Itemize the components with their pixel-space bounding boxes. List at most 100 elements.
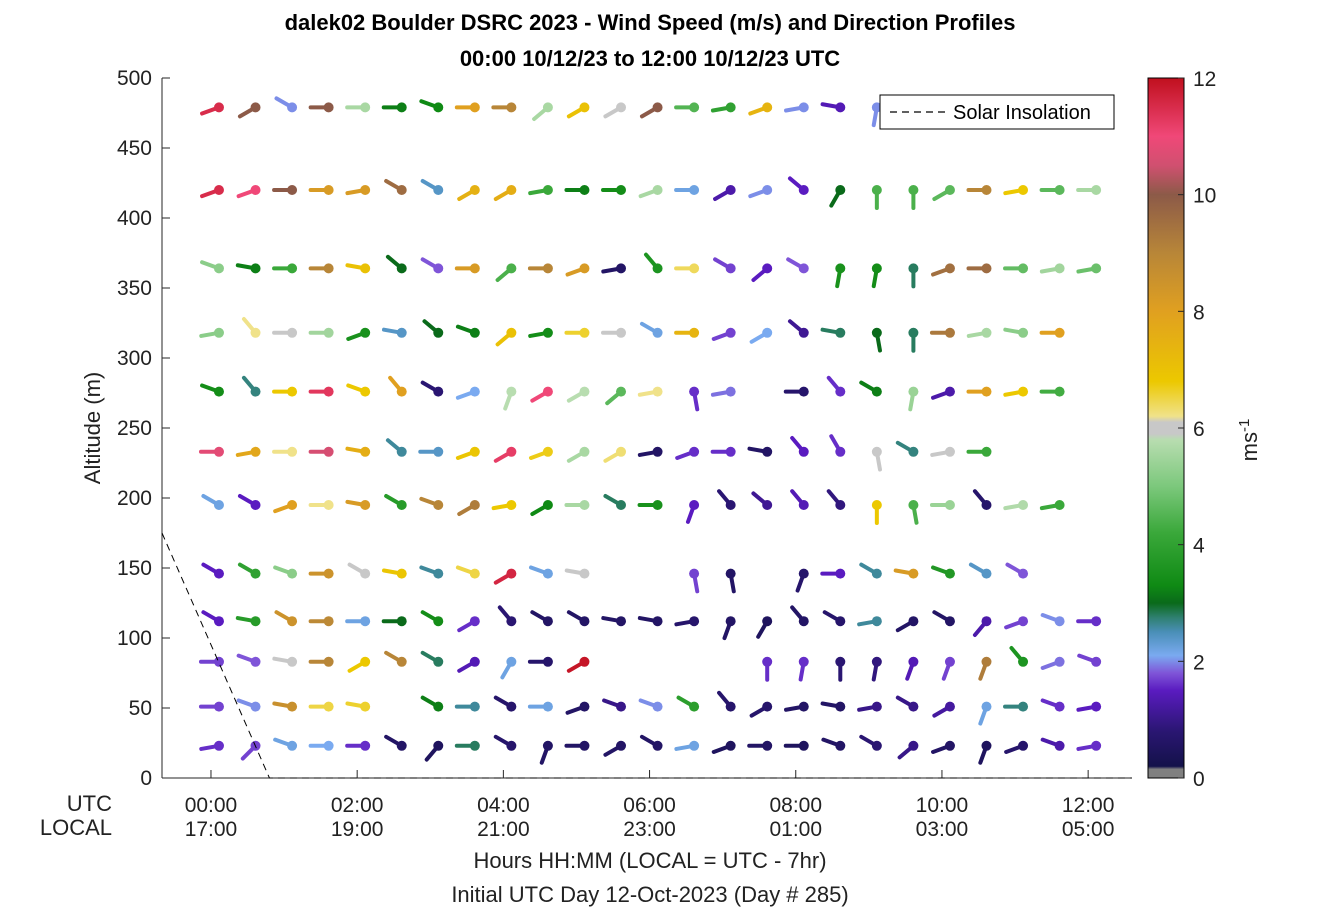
wind-barb — [1003, 386, 1029, 397]
wind-barb-dot — [1054, 740, 1065, 751]
wind-barb-dot — [798, 616, 809, 627]
wind-barb — [346, 327, 371, 341]
wind-barb-dot — [652, 701, 663, 712]
wind-barb — [895, 440, 919, 457]
wind-barb — [236, 653, 261, 667]
wind-barb — [345, 740, 371, 751]
wind-barb — [201, 494, 224, 510]
wind-barb-dot — [433, 740, 444, 751]
wind-barb-dot — [396, 500, 407, 510]
wind-barb-dot — [542, 185, 553, 195]
wind-barb-dot — [689, 616, 700, 627]
y-tick-label: 500 — [117, 67, 152, 90]
wind-barb — [272, 327, 298, 338]
wind-barb — [762, 656, 773, 682]
wind-barb — [929, 500, 955, 510]
wind-barb-dot — [506, 701, 517, 712]
wind-barb-dot — [323, 386, 334, 397]
wind-barb-dot — [579, 185, 590, 195]
wind-barb — [236, 185, 261, 199]
wind-barb-dot — [213, 185, 224, 195]
wind-barb — [454, 263, 480, 274]
wind-barb — [978, 656, 992, 681]
wind-barb — [235, 446, 261, 457]
wind-barb-dot — [835, 185, 846, 195]
wind-barb-dot — [542, 102, 553, 113]
wind-barb — [932, 610, 955, 627]
wind-barb — [643, 252, 663, 274]
wind-barb — [1076, 740, 1102, 751]
wind-barb — [929, 327, 955, 338]
wind-barb — [638, 698, 663, 712]
wind-barb-dot — [287, 616, 298, 627]
wind-barb — [527, 701, 553, 712]
wind-barb — [966, 185, 992, 195]
wind-barb-dot — [1054, 616, 1065, 627]
wind-barb — [345, 499, 371, 510]
wind-barb — [978, 701, 992, 726]
wind-barb-dot — [981, 740, 992, 751]
wind-barb — [747, 446, 773, 457]
wind-barb — [637, 446, 663, 457]
wind-barb-dot — [287, 568, 298, 579]
wind-barb-dot — [798, 500, 809, 510]
wind-barb-dot — [1018, 568, 1029, 579]
wind-barb — [308, 568, 334, 579]
wind-barb-dot — [433, 701, 444, 712]
wind-barb — [966, 446, 992, 457]
wind-barb-dot — [542, 616, 553, 627]
wind-barb-dot — [762, 500, 773, 510]
wind-barb — [966, 386, 992, 397]
colorbar-tick-label: 6 — [1193, 418, 1205, 441]
wind-barb-dot — [542, 740, 553, 751]
wind-barb — [345, 185, 371, 196]
wind-barb-dot — [287, 263, 298, 274]
wind-barb — [308, 185, 334, 195]
wind-barb — [710, 386, 736, 397]
wind-barb-dot — [981, 263, 992, 274]
wind-barb-dot — [213, 740, 224, 751]
wind-barb-dot — [725, 616, 736, 627]
wind-barb-dot — [469, 740, 480, 751]
wind-barb-dot — [689, 568, 700, 579]
wind-barb-dot — [506, 386, 517, 397]
wind-barb — [756, 616, 773, 639]
wind-barb — [1003, 701, 1029, 712]
wind-barb — [455, 324, 480, 338]
wind-barb-dot — [469, 102, 480, 113]
wind-barb — [539, 740, 553, 765]
wind-barb-dot — [396, 616, 407, 627]
wind-barb-dot — [871, 616, 882, 627]
wind-barb-dot — [1054, 327, 1065, 338]
wind-barb-dot — [506, 740, 517, 751]
wind-barb-dot — [652, 185, 663, 195]
wind-barb-dot — [944, 740, 955, 751]
wind-barb-dot — [798, 263, 809, 274]
x-tick-label-utc: 12:00 — [1062, 794, 1115, 817]
wind-barb — [871, 263, 882, 289]
wind-barb — [857, 616, 882, 627]
wind-barb — [787, 319, 809, 338]
wind-barb-dot — [871, 568, 882, 579]
wind-barb-dot — [469, 701, 480, 712]
wind-barb — [345, 263, 371, 274]
wind-barb-dot — [725, 446, 736, 457]
wind-barb — [527, 263, 553, 274]
x-tick-label-local: 01:00 — [769, 818, 822, 841]
wind-barb-dot — [616, 327, 627, 338]
wind-barb — [1076, 616, 1102, 627]
wind-barb — [908, 263, 919, 289]
wind-barb-dot — [689, 500, 700, 510]
wind-barb-dot — [433, 500, 444, 510]
wind-barb — [685, 500, 700, 524]
wind-barb-dot — [616, 616, 627, 627]
wind-barb — [1039, 386, 1065, 397]
wind-barb-dot — [360, 656, 371, 667]
wind-barb — [528, 565, 553, 579]
wind-barb — [347, 656, 371, 673]
wind-barb — [381, 102, 407, 113]
wind-barb — [931, 263, 955, 277]
x-tick-label-utc: 06:00 — [623, 794, 676, 817]
wind-barb — [1040, 698, 1065, 712]
wind-barb — [457, 500, 480, 516]
